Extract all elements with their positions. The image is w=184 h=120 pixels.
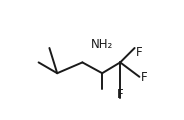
Text: F: F [117,88,123,101]
Text: F: F [141,71,147,84]
Text: NH₂: NH₂ [91,38,113,51]
Text: F: F [136,46,142,59]
